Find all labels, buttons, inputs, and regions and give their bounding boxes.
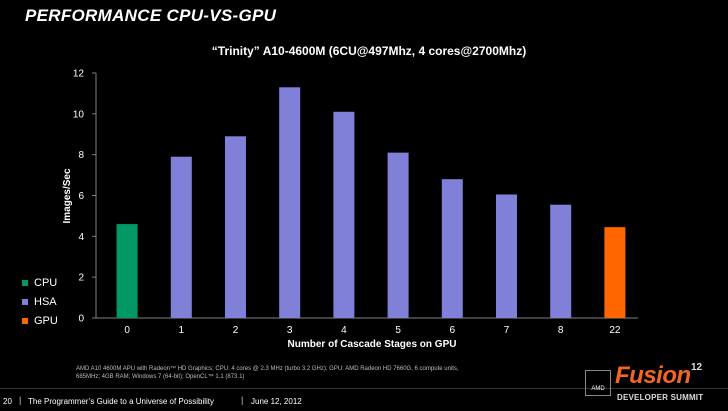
bar-1 — [170, 156, 192, 318]
x-axis-label: Number of Cascade Stages on GPU — [288, 339, 457, 350]
bar-3 — [279, 87, 301, 319]
y-tick-label: 2 — [78, 273, 84, 284]
x-tick-label: 1 — [179, 325, 185, 336]
x-tick-label: 4 — [341, 325, 347, 336]
y-tick-label: 12 — [73, 69, 85, 80]
x-tick-label: 0 — [124, 325, 130, 336]
amd-fusion-logo: AMD Fusion 12 DEVELOPER SUMMIT — [585, 362, 725, 408]
legend-swatch — [22, 317, 28, 324]
footer-separator: | — [241, 395, 244, 405]
footer-date: June 12, 2012 — [251, 397, 302, 406]
y-tick-label: 8 — [78, 150, 84, 161]
legend-swatch — [22, 298, 28, 305]
bar-7 — [496, 194, 517, 318]
bar-22 — [604, 227, 626, 318]
legend-item-cpu: CPU — [22, 273, 58, 292]
bar-2 — [225, 136, 246, 318]
y-tick-label: 10 — [73, 109, 85, 120]
legend-label: CPU — [34, 276, 58, 289]
legend-item-gpu: GPU — [22, 311, 58, 330]
y-tick-label: 4 — [78, 232, 84, 243]
x-tick-label: 2 — [233, 325, 239, 336]
x-tick-label: 7 — [504, 325, 510, 336]
legend-label: HSA — [34, 295, 57, 308]
bar-5 — [387, 152, 409, 318]
x-tick-label: 6 — [450, 325, 456, 336]
legend-item-hsa: HSA — [22, 292, 58, 311]
chart-title: “Trinity” A10-4600M (6CU@497Mhz, 4 cores… — [211, 44, 527, 58]
y-axis-label: Images/Sec — [62, 168, 73, 223]
x-tick-label: 5 — [395, 325, 401, 336]
bar-6 — [441, 179, 463, 318]
y-tick-label: 6 — [78, 191, 84, 202]
footer-separator: | — [19, 395, 22, 405]
bar-0 — [116, 224, 138, 318]
x-tick-label: 8 — [558, 325, 564, 336]
y-tick-label: 0 — [78, 314, 84, 325]
chart-legend: CPU HSA GPU — [22, 273, 58, 330]
x-tick-label: 3 — [287, 325, 293, 336]
slide-number: 20 — [3, 397, 12, 406]
fusion-version: 12 — [691, 362, 703, 373]
legend-swatch — [22, 279, 28, 286]
amd-logo-icon: AMD — [585, 370, 611, 396]
legend-label: GPU — [34, 314, 58, 327]
fusion-wordmark: Fusion — [615, 362, 691, 389]
chart-footnote: AMD A10 4600M APU with Radeon™ HD Graphi… — [76, 366, 459, 380]
bar-8 — [550, 204, 572, 318]
bar-4 — [333, 111, 355, 319]
footer-tagline: The Programmer’s Guide to a Universe of … — [28, 397, 214, 406]
x-tick-label: 22 — [609, 325, 621, 336]
slide-title: PERFORMANCE CPU-VS-GPU — [25, 6, 277, 25]
developer-summit-label: DEVELOPER SUMMIT — [617, 393, 704, 402]
footer-bar: 20 | The Programmer’s Guide to a Univers… — [0, 388, 728, 411]
